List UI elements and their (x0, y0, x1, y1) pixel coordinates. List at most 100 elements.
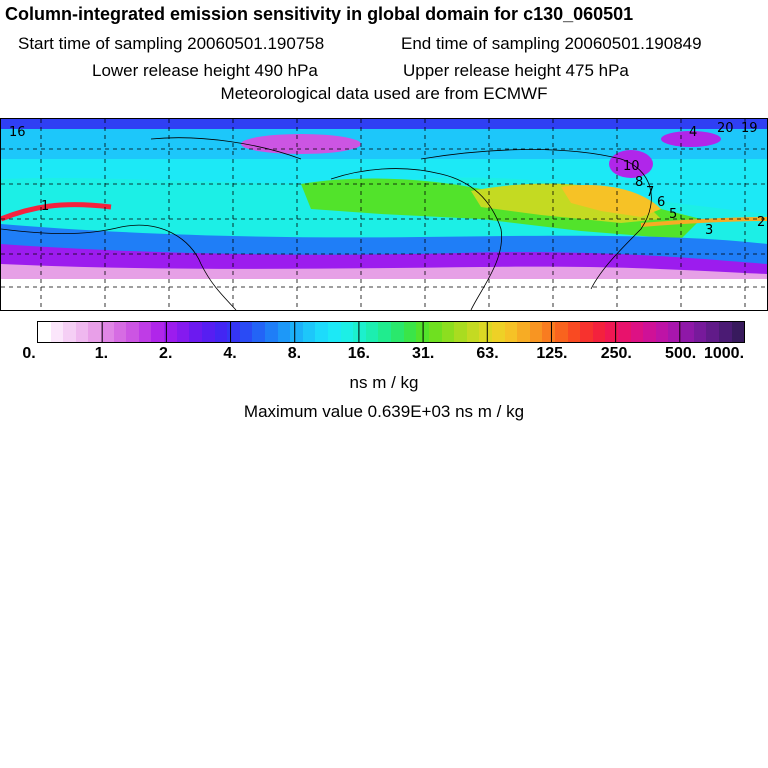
units-label: ns m / kg (349, 373, 419, 392)
colorbar-swatch (580, 322, 593, 342)
colorbar-separators (101, 322, 681, 342)
colorbar-tick-label: 2. (159, 345, 173, 362)
colorbar-tick-label: 125. (536, 345, 568, 362)
colorbar-swatch (618, 322, 631, 342)
colorbar-swatch (315, 322, 329, 342)
colorbar-swatch (403, 322, 417, 342)
colorbar-swatch (517, 322, 530, 342)
max-value-label: Maximum value 0.639E+03 ns m / kg (243, 402, 525, 421)
coastline-americas (1, 224, 237, 310)
colorbar-swatch (264, 322, 278, 342)
track-label-5: 5 (669, 207, 678, 222)
colorbar-swatch (491, 322, 505, 342)
colorbar-swatch (214, 322, 228, 342)
lower-release-label: Lower release height 490 hPa (92, 61, 318, 80)
colorbar-tick-label: 8. (287, 345, 302, 362)
colorbar-swatch (88, 322, 102, 342)
track-label-3: 3 (705, 223, 714, 238)
colorbar-swatch (681, 322, 694, 342)
colorbar-swatch (718, 322, 732, 342)
upper-release-label: Upper release height 475 hPa (403, 61, 629, 80)
colorbar-tick-label: 1000. (703, 345, 745, 362)
field-orange-core (561, 185, 661, 217)
colorbar-tick-label: 500. (665, 345, 697, 362)
colorbar-tick-label: 4. (223, 345, 237, 362)
colorbar-swatch (693, 322, 707, 342)
colorbar-swatch (189, 322, 202, 342)
colorbar-swatch (655, 322, 669, 342)
field-arctic-blue (1, 119, 767, 131)
map-field (1, 119, 767, 310)
colorbar-tick-label: 16. (347, 345, 370, 362)
colorbar-swatch (353, 322, 366, 342)
colorbar-swatch (466, 322, 480, 342)
track-label-20: 20 (717, 121, 734, 136)
field-southern-white (1, 279, 767, 310)
colorbar-swatch (126, 322, 139, 342)
colorbar-tick-label: 63. (476, 345, 499, 362)
colorbar-swatch (50, 322, 64, 342)
track-label-1: 1 (41, 199, 50, 214)
end-time-label: End time of sampling 20060501.190849 (401, 34, 702, 53)
colorbar-swatch (138, 322, 152, 342)
field-bering-purple (661, 131, 721, 147)
colorbar-swatch (706, 322, 719, 342)
colorbar-tick-label: 31. (412, 345, 435, 362)
page-title: Column-integrated emission sensitivity i… (5, 4, 634, 24)
field-pacific-purple (609, 150, 653, 178)
sensitivity-map: 1 2 3 4 5 6 7 8 10 16 20 19 (0, 118, 768, 311)
colorbar-swatch (328, 322, 341, 342)
colorbar-swatch (643, 322, 656, 342)
track-label-19: 19 (741, 121, 758, 136)
colorbar-swatch (151, 322, 165, 342)
colorbar-tick-label: 250. (600, 345, 632, 362)
colorbar-swatch (113, 322, 127, 342)
track-label-6: 6 (657, 195, 666, 210)
colorbar-tick-label: 0. (22, 345, 36, 362)
track-label-7: 7 (646, 185, 655, 200)
colorbar-swatch (164, 322, 177, 342)
colorbar-swatch (605, 322, 619, 342)
colorbar-swatch (201, 322, 215, 342)
coastline-africa-europe (330, 168, 503, 310)
track-label-4: 4 (689, 125, 698, 140)
colorbar-swatch (529, 322, 543, 342)
colorbar-swatch (365, 322, 379, 342)
colorbar-swatch (38, 322, 51, 342)
colorbar-swatch (668, 322, 682, 342)
colorbar-swatch (252, 322, 265, 342)
colorbar-swatch (554, 322, 568, 342)
colorbar-swatch (630, 322, 644, 342)
colorbar-swatch (428, 322, 442, 342)
colorbar-swatch (416, 322, 429, 342)
colorbar-swatch (731, 322, 745, 342)
colorbar-swatch (290, 322, 303, 342)
colorbar-swatch (75, 322, 89, 342)
colorbar-swatch (302, 322, 316, 342)
colorbar-ticks: 0. 1. 2. 4. 8. 16. 31. 63. 125. 250. 500. 1000. (0, 345, 768, 365)
colorbar-swatch (391, 322, 404, 342)
colorbar-swatch (479, 322, 492, 342)
colorbar-swatch (441, 322, 455, 342)
colorbar-swatch (378, 322, 392, 342)
colorbar-swatch (63, 322, 76, 342)
colorbar-swatch (101, 322, 114, 342)
track-label-10: 10 (623, 159, 640, 174)
flight-track-line (1, 202, 112, 222)
track-label-16: 16 (9, 125, 26, 140)
colorbar-swatch (277, 322, 291, 342)
colorbar-swatch (592, 322, 606, 342)
colorbar-tick-label: 1. (94, 345, 109, 362)
colorbar-swatch (340, 322, 354, 342)
track-label-2: 2 (757, 215, 766, 230)
colorbar-swatch (567, 322, 581, 342)
met-data-label: Meteorological data used are from ECMWF (220, 84, 548, 103)
coastline-asia (420, 149, 652, 290)
colorbar-swatch (176, 322, 190, 342)
colorbar-swatch (504, 322, 518, 342)
colorbar-swatch (239, 322, 253, 342)
field-north-cyan (1, 129, 767, 161)
colorbar (37, 321, 745, 343)
start-time-label: Start time of sampling 20060501.190758 (18, 34, 325, 53)
field-siberia-purple (241, 134, 361, 154)
